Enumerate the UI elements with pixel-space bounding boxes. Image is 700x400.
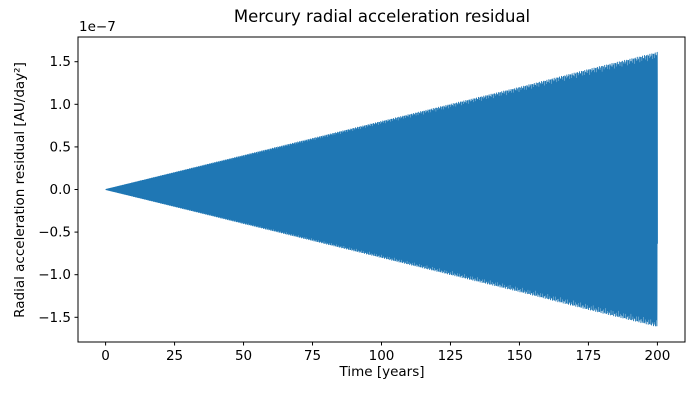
x-tick-label: 75 [304,348,321,364]
y-tick-label: 0.0 [50,182,71,198]
chart-title: Mercury radial acceleration residual [233,7,531,26]
y-axis-offset-text: 1e−7 [79,19,116,35]
y-tick-label: 0.5 [50,139,71,155]
y-tick-label: 1.5 [50,54,71,70]
y-tick-label: −1.5 [38,310,71,326]
x-tick-label: 125 [438,348,464,364]
x-axis-label: Time [years] [339,364,425,380]
x-tick-label: 50 [235,348,252,364]
x-tick-label: 100 [369,348,395,364]
y-axis-label-text: Radial acceleration residual [AU/day²] [12,62,28,318]
x-tick-label: 175 [576,348,602,364]
y-tick-label: −1.0 [38,267,71,283]
y-tick-label: −0.5 [38,225,71,241]
x-tick-label: 0 [101,348,110,364]
x-tick-label: 200 [645,348,671,364]
x-tick-label: 150 [507,348,533,364]
y-tick-label: 1.0 [50,97,71,113]
x-tick-label: 25 [166,348,183,364]
waveform-path [105,51,658,327]
